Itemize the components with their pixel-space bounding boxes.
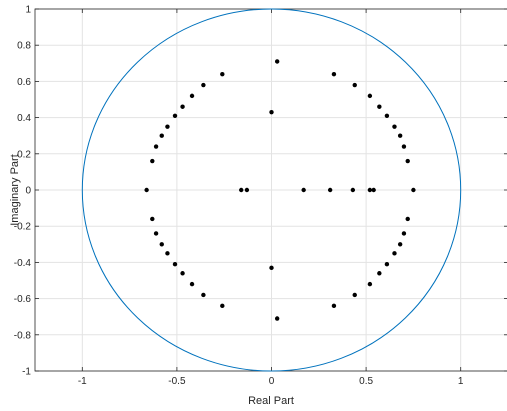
data-point [244,187,250,193]
data-point [201,82,206,88]
data-point [384,113,390,118]
data-point [220,71,225,77]
y-tick-label: 0.2 [17,149,31,160]
x-axis-label: Real Part [248,395,294,407]
axis-ticks: -1 -0.5 0 0.5 1 -1 -0.8 -0.6 -0.4 -0.2 0 0.2 0.4 0.6 0… [14,5,507,387]
data-point [392,124,397,129]
data-point [165,251,170,256]
data-point [392,251,397,256]
data-point [331,303,337,309]
unit-circle-layer [81,8,462,372]
data-point [201,292,206,298]
y-axis-label: Imaginary Part [9,154,21,226]
data-point [384,262,390,267]
data-point [180,271,185,276]
data-point [189,281,195,287]
data-point [331,71,337,77]
y-tick-label: -1 [22,367,31,378]
data-point [150,216,155,222]
data-point [411,187,416,193]
y-tick-label: -0.8 [14,330,32,341]
data-point [371,187,376,193]
data-point [159,133,164,138]
data-point [239,187,244,193]
data-point [397,242,403,247]
data-point [301,187,306,193]
data-point [269,265,274,271]
data-point [405,216,410,222]
y-tick-label: 0.6 [17,77,31,88]
data-point [350,187,356,193]
y-tick-label: -0.6 [14,294,32,305]
data-point [397,133,403,138]
data-point [405,158,410,164]
data-point [172,262,178,267]
grid [35,8,507,372]
data-point [377,104,382,109]
data-point [159,242,164,247]
y-tick-label: -0.2 [14,222,32,233]
data-point [153,144,159,149]
data-point [367,281,373,287]
y-tick-label: 0.4 [17,113,31,124]
data-point [367,187,373,193]
data-point [352,292,357,298]
data-point [153,231,159,236]
x-tick-label: 1 [458,376,464,387]
data-point [274,316,280,321]
y-tick-label: 0.8 [17,41,31,52]
data-point [367,93,373,99]
data-point [274,59,280,64]
data-point [401,231,407,236]
data-point [189,93,195,99]
data-point [401,144,407,149]
data-point [144,187,149,193]
data-point [150,158,155,164]
data-point [327,187,333,193]
x-tick-label: 0 [269,376,275,387]
data-point [352,82,357,88]
data-point [220,303,225,309]
data-point [165,124,170,129]
data-points [144,59,416,321]
y-tick-label: 1 [25,5,31,16]
x-tick-label: -1 [78,376,87,387]
x-tick-label: -0.5 [168,376,186,387]
y-tick-label: 0 [25,186,31,197]
x-tick-label: 0.5 [359,376,373,387]
data-point [377,271,382,276]
data-point [172,113,178,118]
data-point [180,104,185,109]
unit-circle [81,8,462,372]
y-tick-label: -0.4 [14,258,32,269]
data-point [269,109,274,115]
